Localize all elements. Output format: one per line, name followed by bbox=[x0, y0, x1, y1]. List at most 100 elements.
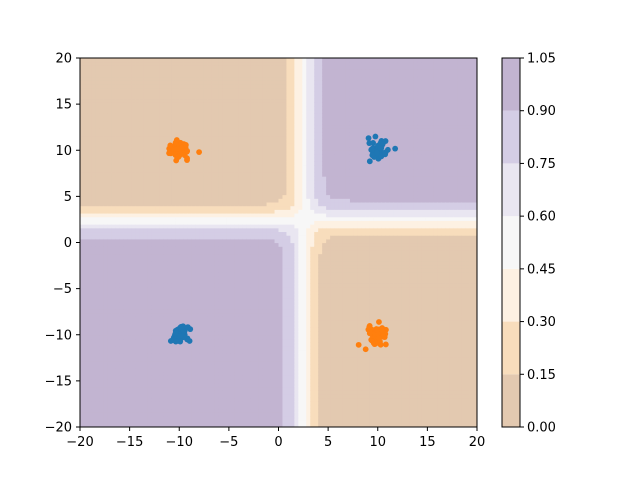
contour-cell bbox=[254, 257, 260, 262]
contour-cell bbox=[250, 283, 256, 288]
contour-cell bbox=[226, 83, 232, 89]
contour-cell bbox=[131, 342, 137, 347]
contour-cell bbox=[222, 404, 228, 410]
contour-cell bbox=[155, 272, 160, 277]
contour-cell bbox=[262, 390, 268, 395]
contour-cell bbox=[111, 412, 117, 417]
contour-cell bbox=[103, 301, 109, 306]
contour-cell bbox=[270, 379, 276, 384]
contour-cell bbox=[218, 120, 224, 126]
contour-cell bbox=[83, 257, 89, 262]
contour-cell bbox=[262, 231, 268, 236]
contour-cell bbox=[111, 139, 117, 144]
contour-cell bbox=[274, 246, 280, 251]
contour-cell bbox=[163, 61, 168, 66]
contour-cell bbox=[183, 201, 188, 207]
contour-cell bbox=[191, 61, 196, 66]
contour-cell bbox=[83, 279, 89, 284]
contour-cell bbox=[159, 183, 164, 188]
contour-cell bbox=[230, 290, 236, 295]
contour-cell bbox=[171, 419, 176, 424]
contour-cell bbox=[234, 334, 240, 340]
contour-cell bbox=[167, 360, 172, 365]
contour-cell bbox=[222, 386, 228, 391]
contour-cell bbox=[262, 146, 268, 151]
contour-cell bbox=[234, 279, 240, 284]
contour-cell bbox=[274, 360, 280, 365]
contour-cell bbox=[270, 356, 276, 362]
contour-cell bbox=[191, 83, 196, 89]
contour-cell bbox=[171, 109, 176, 114]
contour-cell bbox=[163, 150, 168, 155]
contour-cell bbox=[111, 69, 117, 74]
contour-cell bbox=[266, 360, 272, 365]
contour-cell bbox=[155, 393, 160, 399]
contour-cell bbox=[167, 367, 172, 373]
contour-cell bbox=[147, 120, 153, 126]
contour-cell bbox=[207, 342, 212, 347]
contour-cell bbox=[214, 183, 220, 188]
contour-cell bbox=[274, 316, 280, 321]
contour-cell bbox=[91, 345, 97, 351]
contour-cell bbox=[191, 312, 196, 317]
contour-cell bbox=[99, 91, 105, 96]
contour-cell bbox=[270, 157, 276, 162]
contour-cell bbox=[111, 209, 117, 214]
contour-cell bbox=[99, 238, 105, 244]
contour-cell bbox=[191, 176, 196, 181]
contour-cell bbox=[103, 72, 109, 78]
contour-cell bbox=[111, 275, 117, 280]
contour-cell bbox=[222, 190, 228, 196]
contour-cell bbox=[95, 83, 101, 89]
contour-cell bbox=[258, 61, 264, 66]
contour-cell bbox=[218, 415, 224, 421]
contour-cell bbox=[159, 360, 164, 365]
contour-cell bbox=[127, 205, 133, 210]
contour-cell bbox=[195, 342, 200, 347]
contour-cell bbox=[111, 404, 117, 410]
contour-cell bbox=[214, 327, 220, 332]
contour-cell bbox=[147, 338, 153, 343]
contour-cell bbox=[211, 153, 216, 159]
contour-cell bbox=[242, 257, 248, 262]
contour-cell bbox=[222, 397, 228, 402]
contour-cell bbox=[151, 216, 157, 221]
contour-cell bbox=[103, 165, 109, 170]
contour-cell bbox=[230, 279, 236, 284]
contour-cell bbox=[91, 194, 97, 199]
contour-cell bbox=[187, 212, 192, 218]
contour-cell bbox=[95, 375, 101, 380]
contour-cell bbox=[191, 146, 196, 151]
contour-cell bbox=[234, 294, 240, 299]
contour-cell bbox=[147, 102, 153, 107]
contour-cell bbox=[135, 356, 141, 362]
contour-cell bbox=[127, 94, 133, 100]
contour-cell bbox=[238, 142, 244, 148]
contour-cell bbox=[222, 323, 228, 328]
contour-cell bbox=[175, 356, 180, 362]
contour-cell bbox=[187, 65, 192, 70]
contour-cell bbox=[207, 286, 212, 292]
contour-cell bbox=[191, 227, 196, 233]
contour-cell bbox=[270, 153, 276, 159]
contour-cell bbox=[195, 253, 200, 258]
contour-cell bbox=[238, 272, 244, 277]
contour-cell bbox=[107, 157, 113, 162]
contour-cell bbox=[111, 224, 117, 229]
contour-cell bbox=[199, 172, 204, 177]
contour-cell bbox=[159, 124, 164, 129]
contour-cell bbox=[258, 83, 264, 89]
contour-cell bbox=[214, 165, 220, 170]
contour-cell bbox=[83, 194, 89, 199]
contour-cell bbox=[123, 246, 129, 251]
contour-cell bbox=[87, 360, 93, 365]
contour-cell bbox=[242, 242, 248, 247]
contour-cell bbox=[234, 146, 240, 151]
contour-cell bbox=[87, 260, 93, 266]
contour-cell bbox=[246, 109, 252, 114]
contour-cell bbox=[195, 415, 200, 421]
contour-cell bbox=[218, 161, 224, 166]
contour-cell bbox=[151, 386, 157, 391]
contour-cell bbox=[230, 353, 236, 358]
contour-cell bbox=[135, 150, 141, 155]
